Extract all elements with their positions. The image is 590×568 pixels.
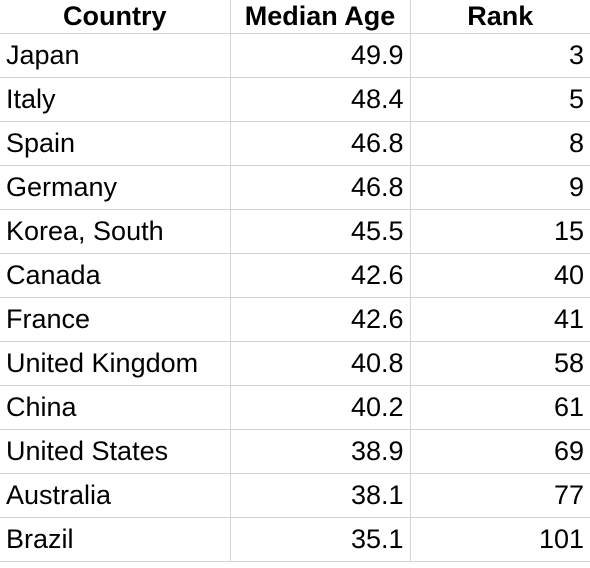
median-age-cell: 48.4 bbox=[229, 77, 411, 122]
country-cell: Italy bbox=[0, 77, 231, 122]
median-age-cell: 42.6 bbox=[229, 297, 411, 342]
rank-cell: 58 bbox=[409, 341, 590, 386]
table-row: Canada 42.6 40 bbox=[0, 253, 590, 298]
country-cell: Korea, South bbox=[0, 209, 231, 254]
rank-cell: 5 bbox=[409, 77, 590, 122]
median-age-cell: 49.9 bbox=[229, 33, 411, 78]
country-cell: Germany bbox=[0, 165, 231, 210]
rank-cell: 3 bbox=[409, 33, 590, 78]
median-age-cell: 35.1 bbox=[229, 517, 411, 562]
rank-cell: 101 bbox=[409, 517, 590, 562]
header-cell: Median Age bbox=[229, 0, 411, 34]
table-row: Japan 49.9 3 bbox=[0, 33, 590, 78]
table-row: Italy 48.4 5 bbox=[0, 77, 590, 122]
median-age-cell: 38.9 bbox=[229, 429, 411, 474]
country-cell: Canada bbox=[0, 253, 231, 298]
header-row: Country Median Age Rank bbox=[0, 0, 590, 34]
table-row: China 40.2 61 bbox=[0, 385, 590, 430]
table-row: Brazil 35.1 101 bbox=[0, 517, 590, 562]
header-cell: Country bbox=[0, 0, 231, 34]
rank-cell: 9 bbox=[409, 165, 590, 210]
rank-cell: 8 bbox=[409, 121, 590, 166]
table-row: United States 38.9 69 bbox=[0, 429, 590, 474]
country-cell: Spain bbox=[0, 121, 231, 166]
country-cell: France bbox=[0, 297, 231, 342]
country-cell: Brazil bbox=[0, 517, 231, 562]
median-age-cell: 38.1 bbox=[229, 473, 411, 518]
median-age-cell: 46.8 bbox=[229, 121, 411, 166]
rank-cell: 41 bbox=[409, 297, 590, 342]
rank-cell: 40 bbox=[409, 253, 590, 298]
median-age-cell: 45.5 bbox=[229, 209, 411, 254]
median-age-cell: 42.6 bbox=[229, 253, 411, 298]
country-cell: Australia bbox=[0, 473, 231, 518]
table-row: United Kingdom 40.8 58 bbox=[0, 341, 590, 386]
table-header: Country Median Age Rank bbox=[0, 0, 590, 34]
table-row: Korea, South 45.5 15 bbox=[0, 209, 590, 254]
country-cell: China bbox=[0, 385, 231, 430]
table-row: Australia 38.1 77 bbox=[0, 473, 590, 518]
header-cell: Rank bbox=[409, 0, 590, 34]
table-row: France 42.6 41 bbox=[0, 297, 590, 342]
rank-cell: 77 bbox=[409, 473, 590, 518]
table-row: Germany 46.8 9 bbox=[0, 165, 590, 210]
rank-cell: 69 bbox=[409, 429, 590, 474]
median-age-cell: 40.2 bbox=[229, 385, 411, 430]
median-age-cell: 46.8 bbox=[229, 165, 411, 210]
median-age-cell: 40.8 bbox=[229, 341, 411, 386]
table-row: Spain 46.8 8 bbox=[0, 121, 590, 166]
rank-cell: 61 bbox=[409, 385, 590, 430]
table-body: Japan 49.9 3 Italy 48.4 5 Spain 46.8 8 Germany 46.… bbox=[0, 33, 590, 562]
rank-cell: 15 bbox=[409, 209, 590, 254]
country-cell: United Kingdom bbox=[0, 341, 231, 386]
country-cell: Japan bbox=[0, 33, 231, 78]
country-cell: United States bbox=[0, 429, 231, 474]
